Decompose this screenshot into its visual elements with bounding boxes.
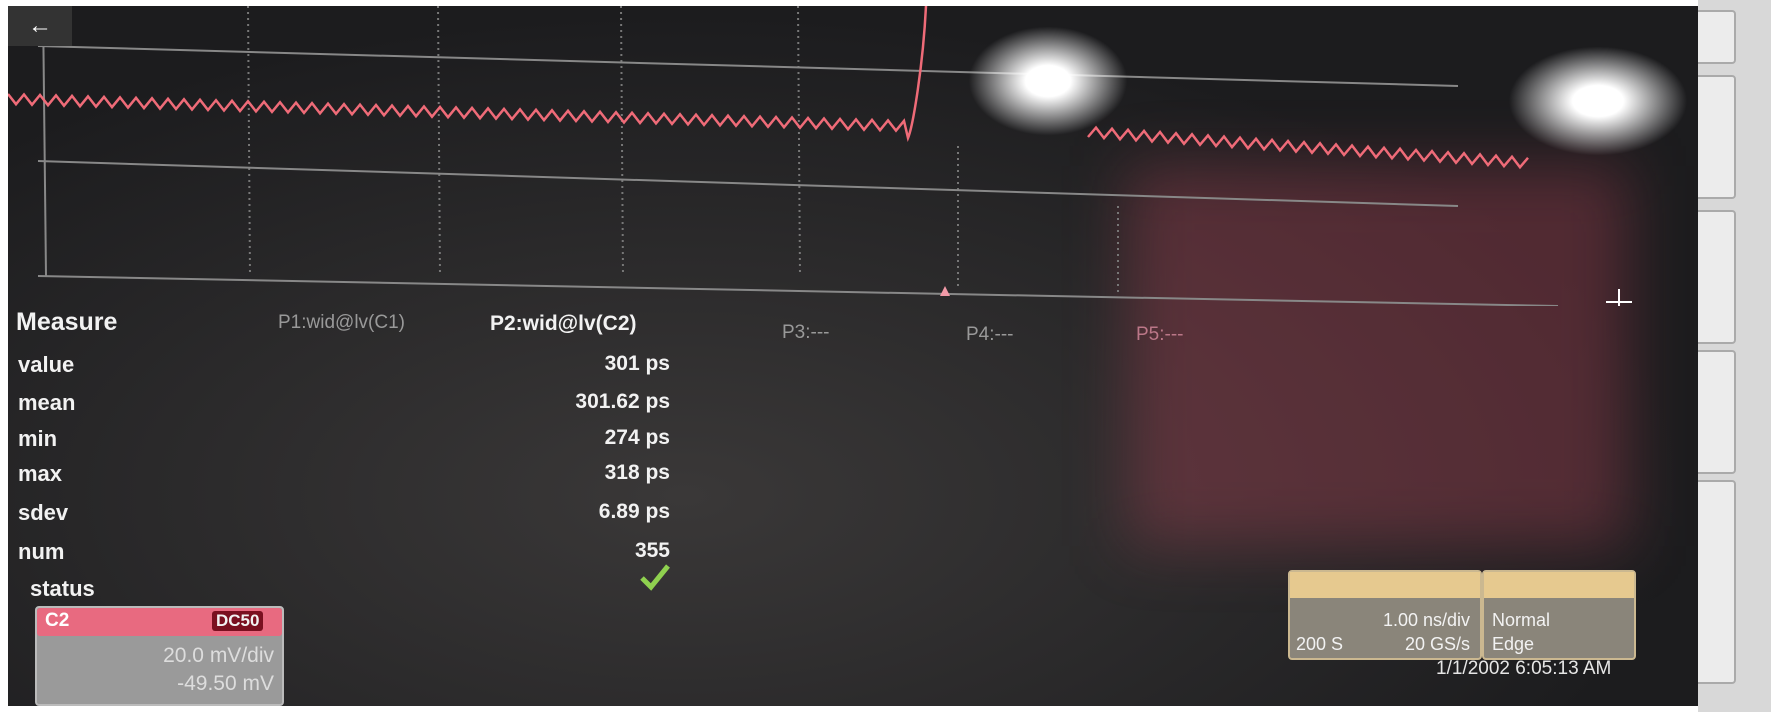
- timebase-box: 1.00 ns/div 200 S 20 GS/s: [1288, 570, 1482, 660]
- row-label: max: [18, 461, 62, 487]
- trace: [8, 6, 1528, 167]
- row-label: status: [30, 576, 95, 602]
- row-label: value: [18, 352, 74, 378]
- measure-title: Measure: [16, 308, 117, 337]
- timebase-scale: 1.00 ns/div: [1383, 610, 1470, 631]
- channel-coupling: DC50: [212, 611, 263, 631]
- channel-offset: -49.50 mV: [177, 672, 274, 696]
- timebase-sample-rate: 20 GS/s: [1405, 634, 1470, 655]
- channel-name: C2: [45, 610, 69, 632]
- timestamp: 1/1/2002 6:05:13 AM: [1436, 658, 1611, 680]
- row-value: 301 ps: [470, 352, 670, 376]
- row-label: min: [18, 426, 57, 452]
- measure-header: P4:---: [966, 324, 1014, 346]
- row-label: num: [18, 539, 64, 565]
- waveform-grid: [8, 6, 1698, 306]
- measure-header: P5:---: [1136, 324, 1184, 346]
- back-button[interactable]: ←: [8, 6, 72, 46]
- status-ok-icon: [636, 558, 676, 598]
- measure-header: P2:wid@lv(C2): [490, 312, 637, 336]
- row-value: 318 ps: [470, 461, 670, 485]
- row-label: mean: [18, 390, 75, 416]
- trigger-type: Edge: [1492, 634, 1534, 655]
- row-value: 355: [470, 539, 670, 563]
- row-value: 274 ps: [470, 426, 670, 450]
- row-label: sdev: [18, 500, 68, 526]
- glare: [1508, 46, 1688, 156]
- channel-scale: 20.0 mV/div: [163, 644, 274, 668]
- page: Measure P1:wid@lv(C1) P2:wid@lv(C2) P3:-…: [0, 0, 1771, 712]
- measure-header: P3:---: [782, 322, 830, 344]
- channel-box: C2 DC50 20.0 mV/div -49.50 mV: [35, 606, 284, 706]
- row-value: 6.89 ps: [470, 500, 670, 524]
- measure-header: P1:wid@lv(C1): [278, 312, 405, 334]
- timebase-points: 200 S: [1296, 634, 1343, 655]
- trigger-mode: Normal: [1492, 610, 1550, 631]
- trigger-box: Normal Edge: [1482, 570, 1636, 660]
- scope-screen: Measure P1:wid@lv(C1) P2:wid@lv(C2) P3:-…: [8, 6, 1698, 706]
- row-value: 301.62 ps: [470, 390, 670, 414]
- glare: [968, 26, 1128, 136]
